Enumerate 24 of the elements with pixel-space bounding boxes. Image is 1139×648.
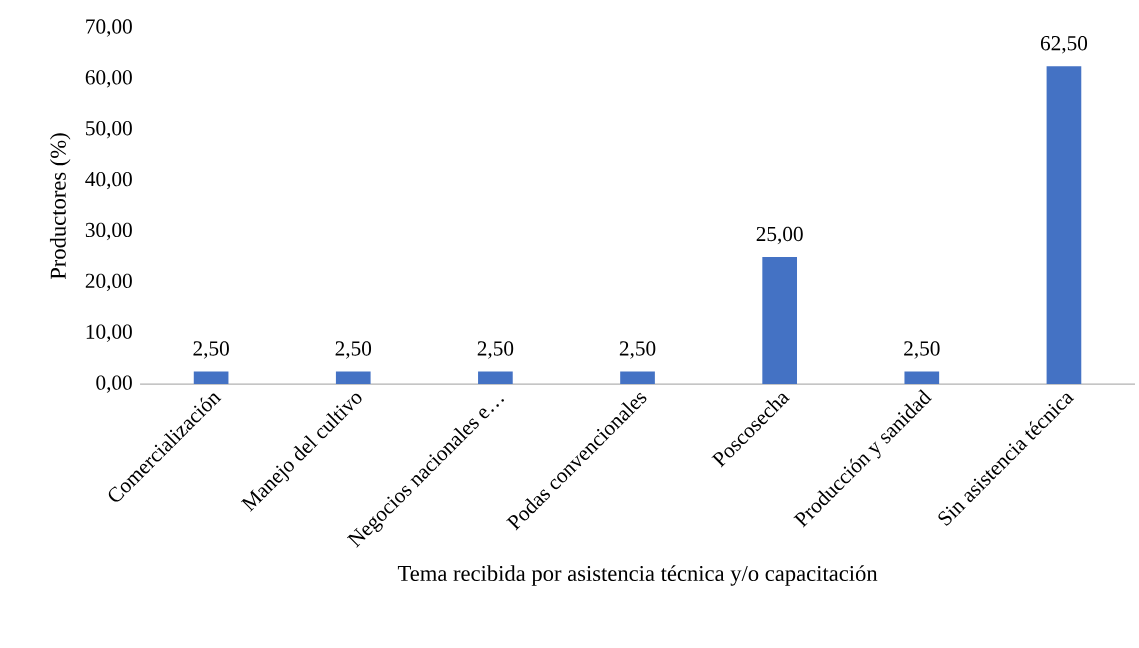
y-tick-label: 40,00	[85, 171, 132, 190]
y-tick-label: 60,00	[85, 70, 132, 88]
y-tick-label: 50,00	[86, 120, 132, 139]
bar	[478, 371, 513, 385]
bar	[1046, 66, 1082, 385]
data-label: 2,50	[619, 341, 656, 359]
y-tick-label: 10,00	[86, 324, 132, 342]
data-label: 2,50	[335, 341, 372, 359]
data-label: 25,00	[756, 226, 803, 245]
y-tick-label: 70,00	[86, 19, 132, 37]
data-label: 2,50	[904, 341, 940, 359]
bar	[193, 371, 229, 385]
y-tick-label: 20,00	[85, 273, 132, 291]
data-label: 2,50	[477, 341, 514, 359]
y-tick-label: 0,00	[96, 375, 132, 393]
bar	[762, 256, 797, 385]
bar	[620, 371, 655, 385]
data-label: 62,50	[1040, 35, 1088, 54]
bar	[335, 371, 371, 385]
y-axis-title: Productores (%)	[49, 133, 71, 280]
data-label: 2,50	[193, 341, 229, 359]
x-axis-title: Tema recibida por asistencia técnica y/o capacitación	[397, 565, 878, 586]
bar	[904, 371, 940, 385]
y-tick-label: 30,00	[85, 222, 132, 241]
